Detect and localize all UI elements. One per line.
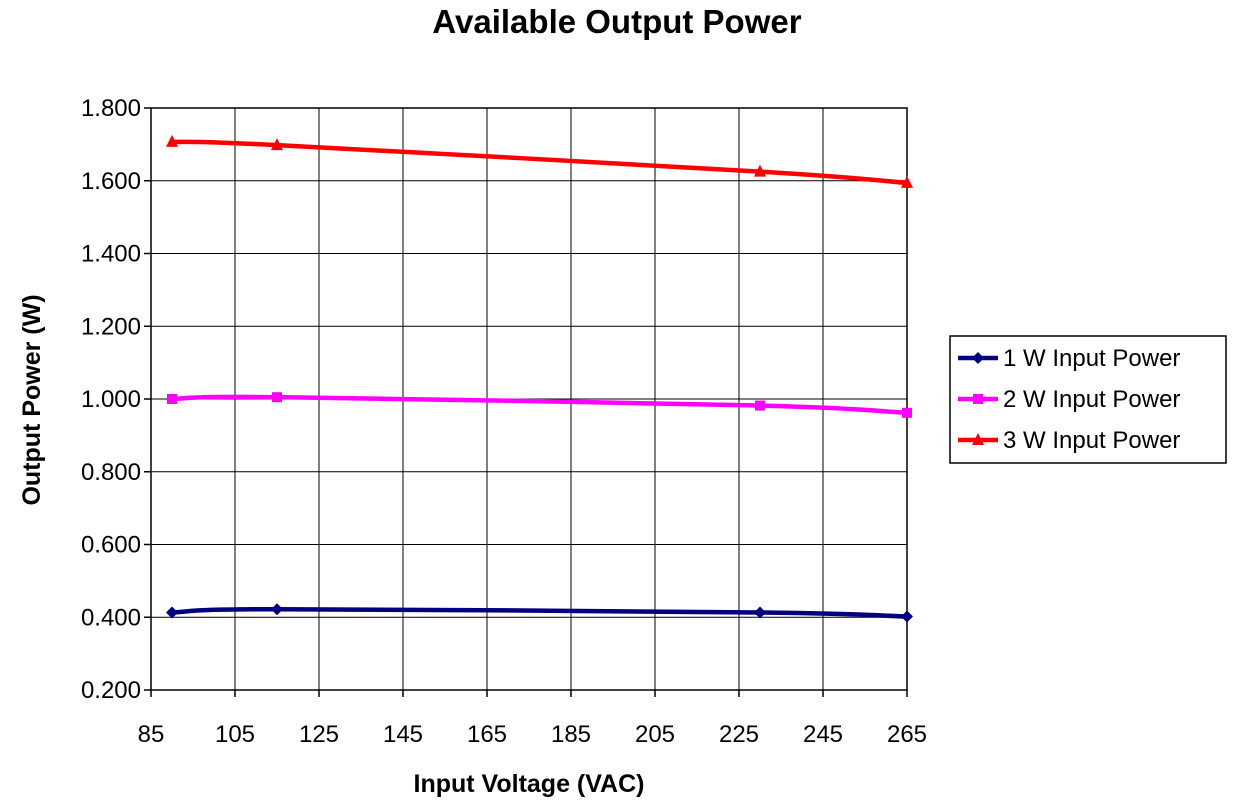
data-point — [754, 164, 766, 177]
legend-item: 2 W Input Power — [958, 386, 1180, 413]
data-point — [901, 610, 913, 623]
x-tick-label: 85 — [138, 721, 165, 748]
legend-marker — [973, 394, 983, 404]
legend-label: 3 W Input Power — [1003, 427, 1180, 454]
x-tick-label: 145 — [383, 721, 423, 748]
legend: 1 W Input Power 2 W Input Power 3 W Input … — [949, 335, 1227, 464]
grid — [151, 108, 907, 690]
y-tick-label: 1.800 — [81, 95, 141, 122]
data-point — [272, 392, 282, 403]
y-axis-ticks: 0.200 0.400 0.600 0.800 1.000 1.200 1.400 1.600… — [81, 95, 151, 704]
data-point — [755, 400, 765, 411]
x-tick-label: 265 — [887, 721, 927, 748]
y-tick-label: 1.600 — [81, 168, 141, 195]
y-axis-title: Output Power (W) — [18, 294, 46, 505]
series-2 — [167, 392, 912, 418]
x-axis-title: Input Voltage (VAC) — [414, 770, 645, 798]
x-tick-label: 105 — [215, 721, 255, 748]
data-point — [166, 606, 178, 619]
series-layer — [166, 134, 913, 623]
y-tick-label: 1.400 — [81, 241, 141, 268]
x-tick-label: 125 — [299, 721, 339, 748]
data-point — [902, 407, 912, 418]
series-1 — [166, 603, 913, 623]
y-tick-label: 0.600 — [81, 532, 141, 559]
legend-label: 2 W Input Power — [1003, 386, 1180, 413]
chart-title: Available Output Power — [432, 3, 801, 40]
data-point — [271, 138, 283, 151]
legend-label: 1 W Input Power — [1003, 345, 1180, 372]
x-tick-label: 225 — [719, 721, 759, 748]
data-point — [271, 603, 283, 616]
x-tick-label: 185 — [551, 721, 591, 748]
data-point — [754, 606, 766, 619]
data-point — [901, 175, 913, 188]
x-tick-label: 165 — [467, 721, 507, 748]
series-3 — [166, 134, 913, 188]
y-tick-label: 1.200 — [81, 313, 141, 340]
series-line — [171, 606, 908, 619]
legend-item: 3 W Input Power — [958, 427, 1180, 454]
series-line — [171, 394, 908, 416]
y-tick-label: 0.400 — [81, 604, 141, 631]
data-point — [166, 134, 178, 147]
x-axis-ticks: 85 105 125 145 165 185 205 225 245 265 — [138, 690, 927, 748]
x-tick-label: 205 — [635, 721, 675, 748]
data-point — [167, 394, 177, 404]
series-line — [171, 139, 908, 186]
y-tick-label: 1.000 — [81, 386, 141, 413]
y-tick-label: 0.200 — [81, 677, 141, 704]
legend-marker — [972, 352, 984, 364]
legend-item: 1 W Input Power — [958, 345, 1180, 372]
x-tick-label: 245 — [803, 721, 843, 748]
legend-marker — [972, 433, 984, 445]
y-tick-label: 0.800 — [81, 459, 141, 486]
